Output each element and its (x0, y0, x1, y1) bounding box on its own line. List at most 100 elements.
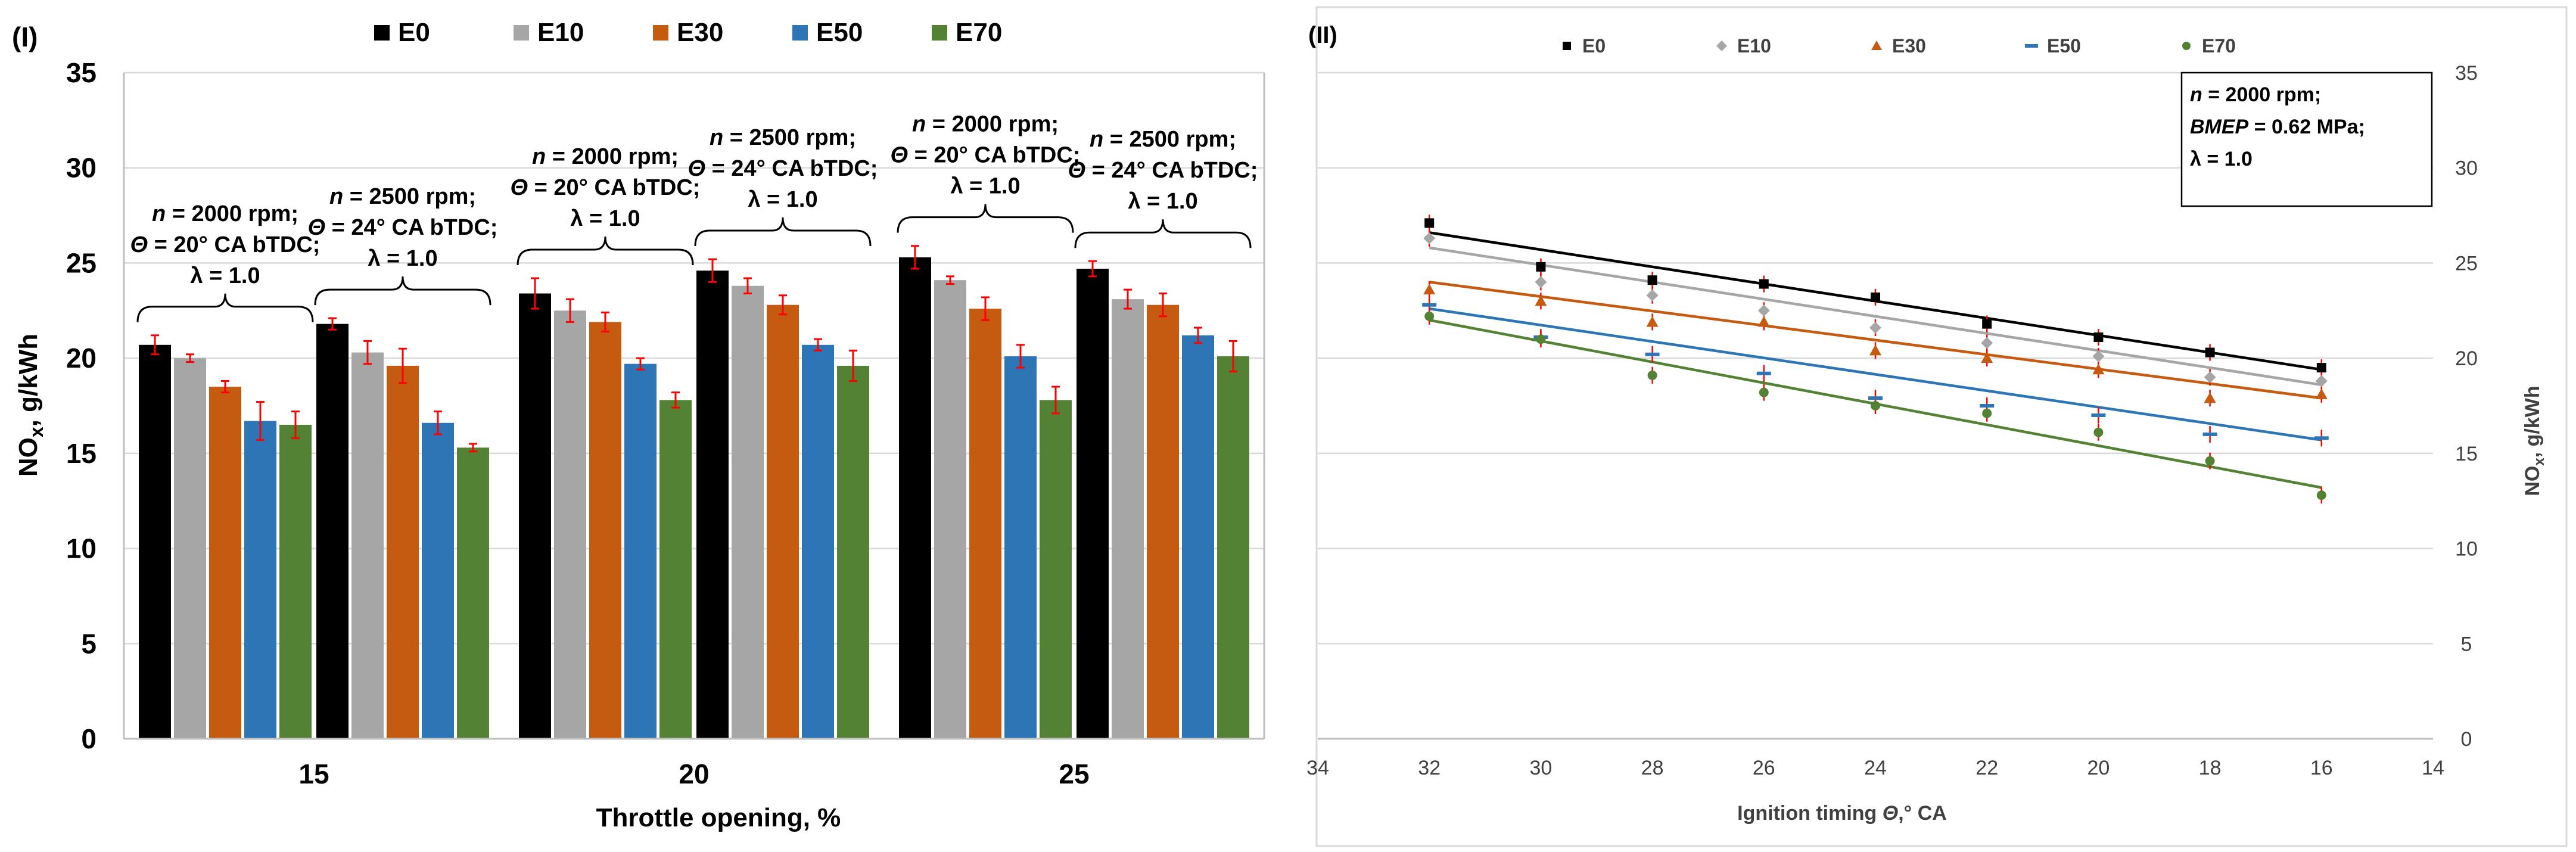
bar (1004, 356, 1037, 739)
text-segment: BMEP (2190, 116, 2249, 138)
scatter-point (1422, 303, 1437, 307)
text-segment: = 2000 rpm; (546, 144, 679, 169)
condition-label-line: Θ = 24° CA bTDC; (1068, 158, 1258, 183)
text-segment: = 2500 rpm; (343, 184, 476, 209)
bar-chart-x-tick: 20 (679, 758, 709, 789)
scatter-point (1646, 316, 1659, 327)
condition-label-line: Θ = 20° CA bTDC; (511, 175, 701, 200)
scatter-chart-y-tick-labels: 0 5 10 15 20 25 30 35 (2455, 62, 2478, 751)
scatter-point (1645, 352, 1660, 356)
bar (624, 363, 657, 739)
scatter-point (1981, 337, 1993, 349)
scatter-point (1757, 304, 1770, 317)
trend-line (1429, 307, 2322, 441)
text-segment: n (2190, 83, 2202, 106)
text-segment: = 20° CA bTDC; (148, 232, 320, 257)
text-segment: = 2500 rpm; (1103, 127, 1236, 152)
scatter-chart-x-tick: 18 (2199, 757, 2222, 779)
condition-brace (314, 276, 491, 306)
text-segment: = 2000 rpm; (2202, 83, 2321, 106)
scatter-chart-y-tick: 5 (2461, 633, 2472, 655)
text-segment: Θ (130, 232, 148, 257)
condition-label-line: n = 2000 rpm; (532, 144, 679, 169)
condition-label-line: n = 2000 rpm; (912, 112, 1059, 137)
scatter-chart-y-tick: 20 (2455, 347, 2478, 370)
legend-marker (1716, 41, 1727, 51)
bar (732, 285, 764, 739)
condition-label-line: Θ = 24° CA bTDC; (308, 215, 498, 240)
annotation-line: n = 2000 rpm; (2190, 83, 2321, 106)
scatter-point (2091, 413, 2106, 417)
text-segment: n (1090, 127, 1103, 152)
scatter-chart-x-tick: 32 (1418, 757, 1441, 779)
scatter-point (2316, 490, 2326, 500)
condition-label-line: Θ = 20° CA bTDC; (130, 232, 321, 257)
scatter-point (1871, 401, 1880, 411)
bar (387, 365, 419, 739)
text-segment: λ = 1.0 (748, 187, 817, 212)
scatter-point (1868, 396, 1883, 400)
text-segment: Θ (891, 143, 909, 168)
scatter-point (1423, 284, 1436, 295)
scatter-chart-x-axis-label: Ignition timing Θ,° CA (1737, 802, 1947, 825)
scatter-point (1869, 322, 1881, 334)
condition-label-line: n = 2000 rpm; (152, 201, 298, 226)
scatter-chart-x-tick: 34 (1306, 757, 1329, 779)
bar-chart-y-tick: 0 (81, 723, 97, 754)
scatter-point (2092, 363, 2105, 375)
scatter-point (1535, 295, 1547, 306)
condition-brace (517, 236, 694, 266)
bar (519, 293, 551, 739)
text-segment: = 2000 rpm; (926, 112, 1059, 137)
bar-chart-y-tick: 25 (66, 247, 97, 278)
text-segment: = 24° CA bTDC; (325, 215, 497, 240)
scatter-chart-x-tick: 26 (1753, 757, 1775, 779)
bar (802, 344, 834, 739)
bar (969, 309, 1001, 739)
scatter-point (1982, 408, 1992, 418)
bar (316, 324, 349, 739)
legend-marker (2182, 42, 2191, 50)
text-segment: λ = 1.0 (570, 206, 640, 231)
bar (767, 304, 799, 739)
text-segment: n (329, 184, 343, 209)
panel-label-2: (II) (1308, 22, 1337, 48)
bar-chart-y-tick: 30 (66, 153, 97, 184)
scatter-chart-x-tick: 24 (1864, 757, 1887, 779)
scatter-chart-y-tick: 25 (2455, 252, 2478, 275)
bar (1182, 335, 1214, 739)
condition-label-line: Θ = 24° CA bTDC; (688, 156, 878, 181)
scatter-point (2205, 456, 2215, 466)
text-segment: n (152, 201, 166, 226)
scatter-point (1647, 370, 1657, 380)
legend-marker (1871, 41, 1882, 50)
bar (589, 322, 621, 739)
bar (209, 387, 241, 739)
bar-chart-axes (123, 73, 1265, 740)
scatter-point (2202, 432, 2217, 436)
scatter-chart-x-tick: 30 (1529, 757, 1552, 779)
condition-label-line: λ = 1.0 (368, 246, 437, 271)
legend-label: E50 (816, 18, 863, 47)
scatter-chart-y-axis-label: NOx, g/kWh (2521, 385, 2547, 496)
bar (1040, 400, 1072, 739)
bar (1077, 269, 1109, 739)
text-segment: = 24° CA bTDC; (1085, 158, 1258, 183)
text-segment: = 2000 rpm; (166, 201, 298, 226)
scatter-point (2204, 392, 2216, 403)
legend-label: E30 (1892, 35, 1926, 57)
text-segment: λ = 1.0 (368, 246, 437, 271)
bar (934, 280, 966, 739)
text-segment: Θ (688, 156, 706, 181)
legend-marker (1563, 42, 1571, 50)
bar (279, 424, 312, 739)
scatter-chart-panel: (II) 0 5 10 15 20 25 30 35 34 32 30 28 26 24 22 20 18 16… (1306, 6, 2568, 847)
scatter-point (2093, 332, 2104, 343)
bar-chart-x-tick: 25 (1059, 758, 1089, 789)
text-segment: Θ (511, 175, 528, 200)
scatter-chart-x-tick: 14 (2422, 757, 2444, 779)
annotation-line: λ = 1.0 (2190, 148, 2253, 170)
legend-swatch (653, 25, 668, 41)
bar (351, 352, 384, 739)
